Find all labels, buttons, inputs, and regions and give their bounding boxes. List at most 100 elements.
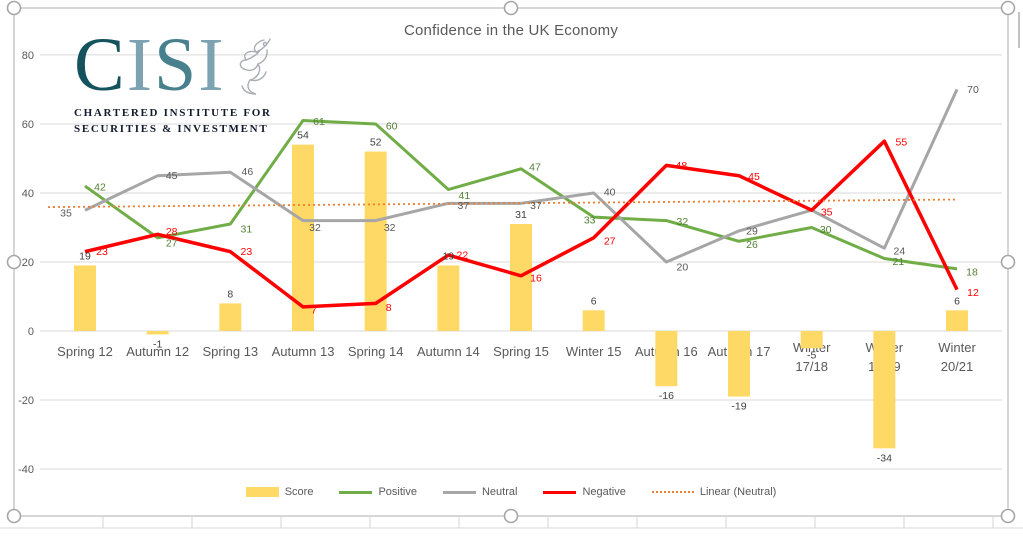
positive-data-label: 60 (386, 120, 398, 132)
legend-item-score[interactable]: Score (245, 486, 313, 498)
selection-handle[interactable] (503, 0, 519, 16)
negative-data-label: 45 (748, 171, 760, 183)
x-axis-category-label: 20/21 (941, 359, 974, 374)
positive-data-label: 21 (892, 256, 904, 268)
negative-data-label: 48 (675, 160, 687, 172)
x-axis-category-label: Autumn 14 (417, 344, 480, 359)
negative-data-label: 27 (604, 235, 616, 247)
neutral-data-label: 37 (530, 200, 542, 212)
score-bar[interactable] (728, 331, 751, 397)
cisi-logo-letter: I (126, 23, 155, 107)
score-data-label: -34 (877, 452, 892, 464)
legend-swatch (543, 490, 577, 494)
y-axis-tick-label: -20 (18, 395, 34, 407)
selection-handle[interactable] (6, 508, 22, 524)
positive-data-label: 31 (240, 224, 252, 236)
score-data-label: 6 (954, 295, 960, 307)
y-axis-tick-label: 80 (22, 50, 34, 62)
x-axis-category-label: Spring 14 (348, 344, 404, 359)
legend-label: Positive (378, 486, 417, 498)
score-data-label: 19 (442, 250, 454, 262)
cisi-logo-line2: SECURITIES & INVESTMENT (74, 123, 269, 135)
score-bar[interactable] (219, 303, 242, 331)
score-bar[interactable] (582, 310, 605, 331)
x-axis-category-label: Spring 12 (57, 344, 113, 359)
x-axis-category-label: Spring 13 (203, 344, 259, 359)
chart-title[interactable]: Confidence in the UK Economy (403, 22, 619, 39)
selection-handle[interactable] (6, 254, 22, 270)
positive-data-label: 32 (676, 216, 688, 228)
negative-data-label: 8 (386, 302, 392, 314)
score-data-label: 31 (515, 209, 527, 221)
positive-data-label: 30 (820, 224, 832, 236)
positive-data-label: 41 (458, 190, 470, 202)
y-axis-tick-label: -40 (18, 464, 34, 476)
selection-handle[interactable] (503, 508, 519, 524)
negative-data-label: 55 (895, 137, 907, 149)
x-axis-category-label: Autumn 12 (126, 344, 189, 359)
legend-item-negative[interactable]: Negative (543, 486, 626, 498)
legend-item-neutral[interactable]: Neutral (442, 486, 518, 498)
score-bar[interactable] (800, 331, 823, 349)
score-bar[interactable] (74, 265, 96, 331)
score-bar[interactable] (364, 151, 387, 331)
y-axis-tick-label: 40 (22, 188, 34, 200)
positive-data-label: 42 (94, 182, 106, 194)
score-bar[interactable] (873, 331, 896, 449)
neutral-data-label: 32 (309, 222, 321, 234)
positive-data-label: 33 (584, 215, 596, 227)
cisi-logo-letter: S (154, 23, 199, 107)
positive-data-label: 47 (529, 161, 541, 173)
score-data-label: 8 (227, 288, 233, 300)
y-axis-tick-label: 60 (22, 119, 34, 131)
score-bar[interactable] (292, 144, 315, 331)
cisi-logo-letter: I (198, 23, 226, 107)
selection-handle[interactable] (1000, 508, 1016, 524)
cisi-logo-acronym: CISI (74, 27, 226, 103)
neutral-data-label: 32 (384, 222, 396, 234)
legend-item-linear-neutral[interactable]: Linear (Neutral) (651, 486, 777, 498)
selection-handle[interactable] (6, 0, 22, 16)
x-axis-category-label: Autumn 13 (272, 344, 335, 359)
score-data-label: -19 (731, 401, 746, 413)
score-data-label: -1 (153, 338, 162, 350)
neutral-data-label: 70 (967, 84, 979, 96)
negative-data-label: 23 (240, 246, 252, 258)
legend-swatch (245, 487, 279, 497)
selection-handle[interactable] (1000, 0, 1016, 16)
linear-neutral-trendline[interactable] (47, 198, 959, 209)
negative-data-label: 7 (311, 304, 317, 316)
x-axis-category-label: Winter (938, 340, 976, 355)
positive-data-label: 18 (966, 266, 978, 278)
score-data-label: 19 (79, 250, 91, 262)
score-bar[interactable] (146, 331, 169, 335)
neutral-data-label: 35 (60, 208, 72, 220)
chart-legend[interactable]: Score Positive Neutral Negative Linear (Neut… (14, 486, 1008, 498)
score-bar[interactable] (655, 331, 678, 387)
negative-data-label: 22 (456, 250, 468, 262)
legend-label: Neutral (481, 486, 518, 498)
score-data-label: -16 (659, 390, 674, 402)
neutral-data-label: 20 (676, 261, 688, 273)
positive-data-label: 61 (313, 116, 325, 128)
legend-label: Linear (Neutral) (699, 486, 777, 498)
negative-data-label: 12 (967, 287, 979, 299)
score-data-label: 6 (591, 295, 597, 307)
neutral-data-label: 40 (604, 186, 616, 198)
selection-handle[interactable] (1000, 254, 1016, 270)
score-bar[interactable] (437, 265, 460, 331)
positive-line[interactable] (84, 118, 958, 271)
positive-data-label: 27 (166, 237, 178, 249)
score-data-label: -5 (807, 349, 816, 361)
legend-item-positive[interactable]: Positive (339, 486, 417, 498)
negative-line[interactable] (84, 139, 959, 309)
positive-data-label: 26 (746, 239, 758, 251)
cisi-logo-line1: CHARTERED INSTITUTE FOR (74, 107, 272, 119)
score-bar[interactable] (946, 310, 969, 331)
cisi-logo-letter: C (74, 23, 127, 107)
negative-data-label: 35 (821, 207, 833, 219)
x-axis-category-label: Spring 15 (493, 344, 549, 359)
neutral-data-label: 37 (457, 200, 469, 212)
